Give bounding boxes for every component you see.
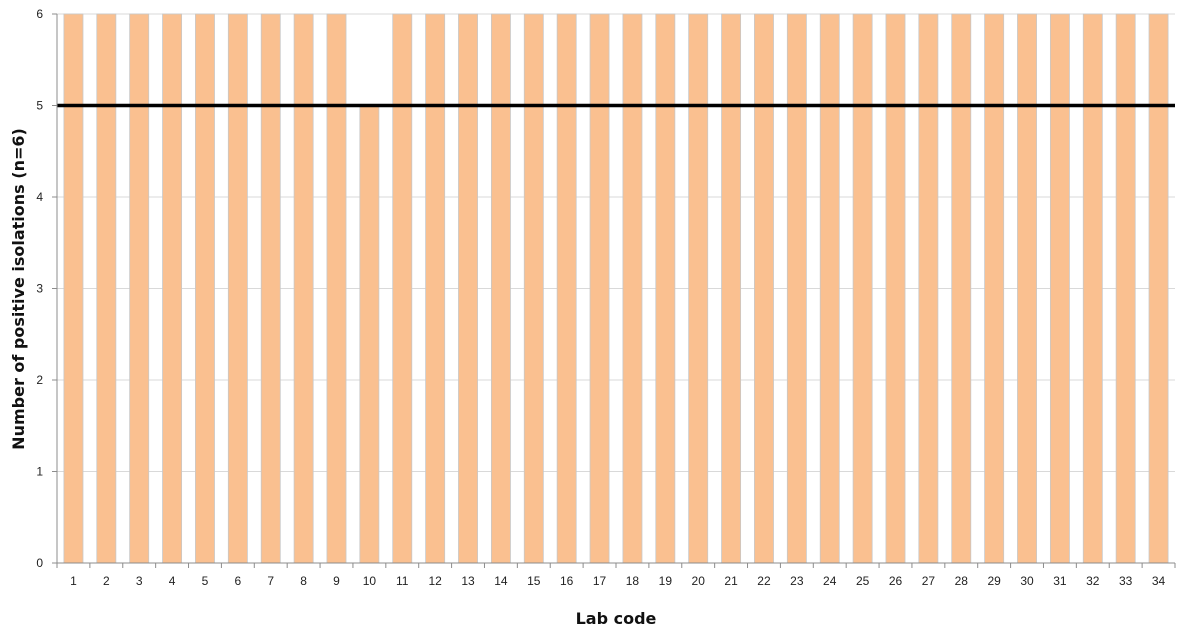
x-tick-label-34: 34 xyxy=(1152,574,1166,588)
bar-lab-23 xyxy=(786,13,807,564)
x-tick-label-14: 14 xyxy=(494,574,508,588)
x-axis-title: Lab code xyxy=(576,609,657,627)
x-tick-label-25: 25 xyxy=(856,574,870,588)
x-tick-label-2: 2 xyxy=(103,574,110,588)
bar-lab-2 xyxy=(96,13,117,564)
x-tick-label-3: 3 xyxy=(136,574,143,588)
x-tick-label-13: 13 xyxy=(461,574,475,588)
x-tick-labels: 1 2 3 4 5 6 7 8 9 10 11 12 13 14 15 16 17 18 19 20 21 22 23 24 2… xyxy=(70,574,1165,588)
x-tick-label-20: 20 xyxy=(692,574,706,588)
bar-lab-5 xyxy=(195,13,215,564)
x-tick-label-6: 6 xyxy=(235,574,242,588)
bar-lab-9 xyxy=(326,13,347,564)
bar-lab-7 xyxy=(260,13,281,564)
y-tick-label-1: 1 xyxy=(36,465,43,479)
bar-lab-33 xyxy=(1115,13,1136,564)
y-tick-label-3: 3 xyxy=(36,282,43,296)
bar-lab-8 xyxy=(293,13,314,564)
bar-lab-22 xyxy=(754,13,774,564)
bar-lab-20 xyxy=(688,13,709,564)
bar-lab-25 xyxy=(852,13,873,564)
x-tick-label-18: 18 xyxy=(626,574,640,588)
x-tick-label-27: 27 xyxy=(922,574,936,588)
x-tick-label-5: 5 xyxy=(202,574,209,588)
bar-lab-30 xyxy=(1017,13,1037,564)
x-tick-label-1: 1 xyxy=(70,574,77,588)
y-tick-label-2: 2 xyxy=(36,373,43,387)
y-tick-labels: 0 1 2 3 4 5 6 xyxy=(36,7,43,570)
x-tick-label-29: 29 xyxy=(987,574,1001,588)
x-tick-label-28: 28 xyxy=(955,574,969,588)
x-tick-label-10: 10 xyxy=(363,574,377,588)
bar-lab-6 xyxy=(227,13,248,564)
x-tick-label-32: 32 xyxy=(1086,574,1100,588)
x-tick-label-15: 15 xyxy=(527,574,541,588)
bar-lab-12 xyxy=(425,13,446,564)
bar-lab-3 xyxy=(129,13,150,564)
x-tick-label-24: 24 xyxy=(823,574,837,588)
bar-lab-31 xyxy=(1049,13,1070,564)
bar-lab-26 xyxy=(885,13,906,564)
x-tick-label-23: 23 xyxy=(790,574,804,588)
y-tick-label-5: 5 xyxy=(36,99,43,113)
bar-lab-24 xyxy=(819,13,840,564)
bar-lab-16 xyxy=(556,13,577,564)
y-tick-label-0: 0 xyxy=(36,556,43,570)
x-tick-label-4: 4 xyxy=(169,574,176,588)
x-tick-label-16: 16 xyxy=(560,574,574,588)
bar-lab-34 xyxy=(1148,13,1169,564)
x-tick-label-17: 17 xyxy=(593,574,607,588)
bar-lab-10 xyxy=(359,105,380,564)
x-tick-label-26: 26 xyxy=(889,574,903,588)
bar-lab-4 xyxy=(162,13,183,564)
bar-lab-17 xyxy=(589,13,610,564)
x-tick-label-31: 31 xyxy=(1053,574,1067,588)
bar-lab-14 xyxy=(490,13,511,564)
axes xyxy=(52,13,1176,568)
bar-lab-28 xyxy=(951,13,972,564)
y-tick-label-6: 6 xyxy=(36,7,43,21)
gridlines xyxy=(57,13,1175,472)
bar-lab-11 xyxy=(392,13,413,564)
bars xyxy=(63,13,1169,564)
bar-lab-18 xyxy=(622,13,643,564)
x-tick-label-8: 8 xyxy=(300,574,307,588)
x-tick-label-12: 12 xyxy=(428,574,442,588)
bar-lab-15 xyxy=(523,13,544,564)
bar-lab-29 xyxy=(984,13,1005,564)
bar-lab-13 xyxy=(458,13,478,564)
x-tick-label-9: 9 xyxy=(333,574,340,588)
y-axis-title: Number of positive isolations (n=6) xyxy=(9,128,28,450)
x-tick-label-7: 7 xyxy=(267,574,274,588)
bar-lab-1 xyxy=(63,13,84,564)
x-tick-label-30: 30 xyxy=(1020,574,1034,588)
bar-lab-27 xyxy=(918,13,939,564)
x-tick-label-22: 22 xyxy=(757,574,771,588)
bar-lab-19 xyxy=(655,13,676,564)
bar-lab-21 xyxy=(721,13,742,564)
x-tick-label-19: 19 xyxy=(659,574,673,588)
y-tick-label-4: 4 xyxy=(36,190,43,204)
x-tick-label-11: 11 xyxy=(396,574,409,588)
x-tick-label-21: 21 xyxy=(724,574,738,588)
bar-lab-32 xyxy=(1082,13,1103,564)
x-tick-label-33: 33 xyxy=(1119,574,1133,588)
